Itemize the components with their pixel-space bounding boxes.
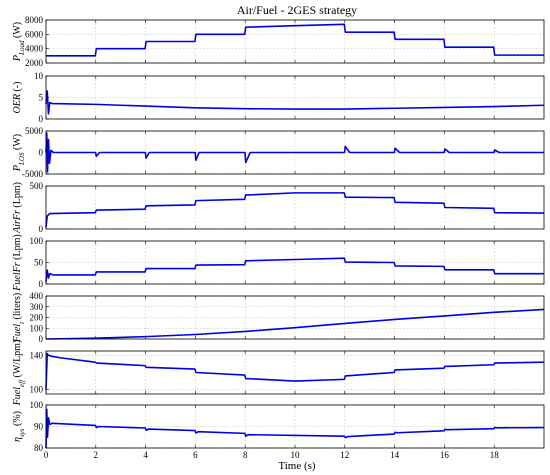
- panel-frame: [45, 295, 545, 340]
- x-tick-label: 0: [44, 450, 49, 460]
- y-tick-label: 0: [39, 224, 44, 234]
- y-tick-label: 90: [34, 422, 44, 432]
- y-axis-label: ηsys (%): [12, 411, 26, 442]
- x-tick-label: 14: [390, 450, 400, 460]
- y-axis-label: OER (-): [12, 82, 23, 114]
- y-axis-label-main: Fuel: [12, 387, 23, 407]
- y-axis-label-unit: (-): [12, 82, 23, 95]
- y-tick-label: 0: [39, 114, 44, 124]
- y-axis-label-main: Fuel: [12, 324, 23, 344]
- y-axis-label-unit: (%): [12, 411, 23, 429]
- y-tick-label: 100: [30, 400, 44, 410]
- y-axis-label-subscript: eff: [18, 379, 26, 387]
- y-tick-label: 5: [39, 93, 44, 103]
- x-tick-label: 12: [340, 450, 349, 460]
- y-tick-label: 100: [30, 323, 44, 333]
- y-tick-label: 0: [39, 148, 44, 158]
- panel-4: 0 500 AirFr (Lpm): [12, 181, 545, 234]
- x-tick-label: 2: [94, 450, 99, 460]
- y-tick-label: 50: [34, 258, 44, 268]
- y-tick-label: 5000: [25, 126, 44, 136]
- y-tick-label: 6000: [25, 29, 44, 39]
- y-tick-label: 500: [30, 181, 44, 191]
- panel-frame: [45, 404, 545, 449]
- panel-frame: [45, 240, 545, 285]
- x-tick-label: 6: [193, 450, 198, 460]
- panel-frame: [45, 185, 545, 230]
- panel-2: 0 5 10 OER (-): [12, 71, 545, 124]
- series-line: [45, 192, 545, 228]
- y-tick-label: 300: [30, 302, 44, 312]
- y-axis-label-main: AirFr: [12, 210, 23, 234]
- panel-8: 0 2 4 6 8 10 12 14 16 18 80 90 100 ηsys (%): [12, 400, 545, 460]
- y-axis-label-main: P: [12, 165, 23, 172]
- y-tick-label: 100: [30, 385, 44, 395]
- y-axis-label-unit: (Lpm): [12, 234, 23, 262]
- panel-frame: [45, 75, 545, 120]
- y-axis-label-main: η: [12, 437, 23, 442]
- panel-7: 100 140 Fueleff (W/Lpm): [12, 340, 545, 407]
- y-axis-label-unit: (W): [12, 134, 23, 153]
- series-line: [45, 408, 545, 449]
- y-axis-label-subscript: t: [18, 321, 26, 324]
- y-tick-label: 100: [30, 236, 44, 246]
- y-tick-label: 0: [39, 279, 44, 289]
- y-axis-label: Fueleff (W/Lpm): [12, 340, 26, 407]
- y-axis-label-main: OER: [12, 94, 23, 113]
- series-line: [45, 352, 545, 390]
- series-line: [45, 308, 545, 340]
- panel-frame: [45, 19, 545, 64]
- x-axis-label: Time (s): [278, 460, 316, 472]
- y-axis-label: Fuelt (liters): [12, 293, 26, 343]
- y-axis-label-main: FuelFr: [12, 262, 23, 291]
- series-line: [45, 257, 544, 282]
- x-tick-label: 16: [440, 450, 450, 460]
- x-tick-label: 4: [143, 450, 148, 460]
- y-axis-label: AirFr (Lpm): [12, 182, 23, 234]
- panel-5: 0 50 100 FuelFr (Lpm): [12, 234, 545, 292]
- y-axis-label-subscript: LOS: [18, 152, 26, 166]
- x-tick-label: 10: [291, 450, 301, 460]
- panel-frame: [45, 350, 545, 395]
- series-line: [45, 132, 544, 173]
- y-tick-label: 2000: [25, 58, 44, 68]
- y-axis-label: PLOS (W): [12, 134, 26, 172]
- y-tick-label: 8000: [25, 15, 44, 25]
- y-tick-label: 4000: [25, 44, 44, 54]
- y-tick-label: 140: [30, 350, 44, 360]
- x-tick-label: 18: [490, 450, 500, 460]
- y-axis-label: PLoad (W): [12, 22, 26, 62]
- series-line: [46, 23, 544, 57]
- y-tick-label: 80: [34, 443, 44, 453]
- y-axis-label-unit: (liters): [12, 293, 23, 322]
- y-tick-label: -5000: [22, 169, 43, 179]
- chart-title: Air/Fuel - 2GES strategy: [237, 3, 357, 17]
- y-axis-label-main: P: [12, 55, 23, 62]
- panel-frame: [45, 130, 545, 175]
- y-axis-label-subscript: Load: [18, 40, 26, 56]
- y-tick-label: 200: [30, 313, 44, 323]
- y-tick-label: 10: [34, 71, 44, 81]
- x-tick-label: 8: [243, 450, 248, 460]
- series-line: [45, 90, 545, 115]
- y-axis-label-unit: (W): [12, 22, 23, 41]
- y-axis-label-subscript: sys: [18, 428, 26, 437]
- y-axis-label-unit: (W/Lpm): [12, 340, 23, 380]
- y-axis-label: FuelFr (Lpm): [12, 234, 23, 291]
- y-tick-label: 400: [30, 291, 44, 301]
- y-axis-label-unit: (Lpm): [12, 182, 23, 210]
- y-tick-label: 0: [39, 334, 44, 344]
